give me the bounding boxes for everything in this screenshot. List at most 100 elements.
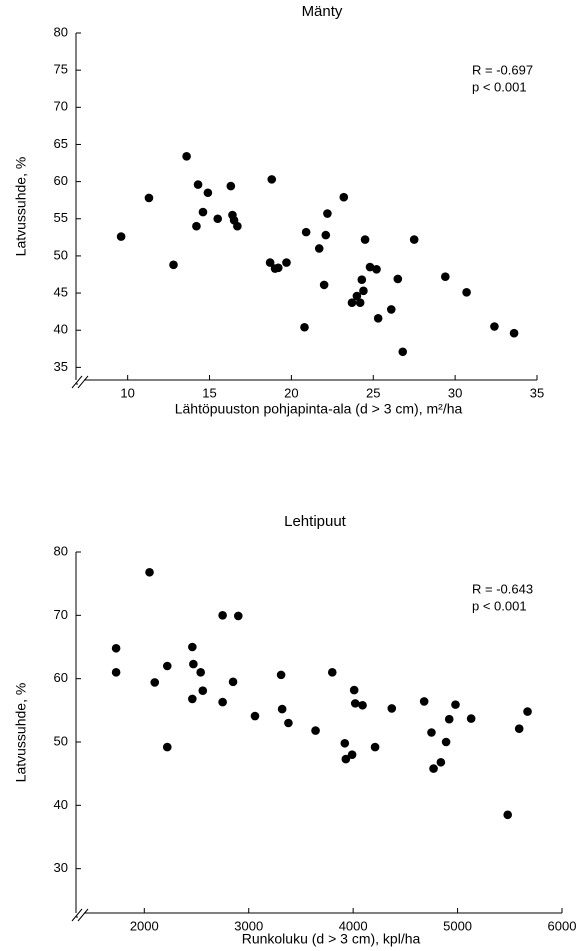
y-tick-label: 40: [54, 797, 68, 812]
scatter-point: [284, 718, 293, 728]
scatter-point: [490, 322, 499, 331]
scatter-point: [228, 677, 238, 687]
y-tick-label: 60: [54, 670, 68, 685]
x-tick-label: 5000: [443, 918, 472, 933]
scatter-point: [213, 214, 223, 224]
scatter-point: [182, 152, 191, 161]
scatter-point: [350, 699, 360, 708]
scatter-point: [150, 678, 160, 687]
y-tick-label: 60: [54, 173, 68, 188]
y-tick-label: 75: [54, 62, 68, 77]
scatter-point: [340, 738, 350, 748]
y-axis-label: Latvussuhde, %: [13, 683, 29, 783]
scatter-point: [451, 700, 460, 709]
scatter-point: [277, 704, 287, 714]
chart-title: Mänty: [302, 3, 343, 20]
axis-break: [71, 908, 90, 922]
scatter-point: [198, 686, 208, 695]
scatter-point: [503, 810, 512, 820]
x-axis-label: Lähtöpuuston pohjapinta-ala (d > 3 cm), …: [175, 401, 463, 417]
scatter-point: [273, 263, 283, 273]
scatter-point: [398, 347, 408, 357]
scatter-point: [250, 711, 260, 721]
scatter-point: [370, 742, 380, 752]
scatter-point: [144, 193, 154, 203]
scatter-point: [359, 286, 368, 296]
scatter-point: [188, 694, 197, 704]
x-tick-label: 2000: [130, 918, 159, 933]
x-tick-label: 15: [202, 385, 216, 400]
scatter-point: [387, 704, 397, 713]
scatter-point: [196, 668, 205, 677]
scatter-point: [441, 737, 451, 747]
scatter-point: [301, 227, 311, 237]
x-tick-label: 4000: [339, 918, 368, 933]
scatter-point: [282, 258, 291, 267]
x-tick-label: 20: [284, 385, 298, 400]
scatter-point: [462, 288, 471, 297]
x-axis-label: Runkoluku (d > 3 cm), kpl/ha: [242, 931, 421, 947]
scatter-point: [233, 221, 242, 231]
scatter-point: [372, 264, 381, 274]
scatter-point: [265, 258, 275, 267]
x-tick-label: 30: [448, 385, 462, 400]
scatter-point: [352, 291, 362, 301]
scatter-point: [169, 260, 178, 270]
scatter-point: [347, 750, 357, 759]
scatter-point: [386, 305, 396, 314]
scatter-point: [357, 275, 367, 284]
y-tick-label: 30: [54, 860, 68, 875]
annotation: p < 0.001: [472, 79, 527, 94]
scatter-point: [327, 668, 337, 677]
scatter-point: [393, 274, 403, 284]
scatter-point: [358, 700, 367, 710]
scatter-point: [111, 668, 121, 677]
y-tick-label: 55: [54, 210, 68, 225]
scatter-point: [373, 314, 383, 323]
scatter-point: [198, 207, 208, 217]
scatter-point: [436, 757, 446, 767]
scatter-point: [427, 728, 436, 737]
scatter-point: [514, 724, 524, 733]
y-tick-label: 80: [54, 24, 68, 39]
scatter-point: [319, 280, 329, 290]
scatter-point: [111, 643, 121, 653]
chart-title: Lehtipuut: [284, 513, 347, 530]
scatter-point: [444, 714, 454, 724]
scatter-point: [339, 192, 349, 202]
scatter-point: [365, 262, 375, 272]
y-tick-label: 70: [54, 607, 68, 622]
x-tick-label: 10: [120, 385, 134, 400]
y-tick-label: 40: [54, 322, 68, 337]
annotation: p < 0.001: [472, 598, 527, 613]
scatter-point: [441, 272, 450, 282]
scatter-point: [276, 670, 286, 680]
x-tick-label: 3000: [234, 918, 263, 933]
scatter-point: [233, 611, 243, 621]
scatter-point: [300, 322, 309, 332]
annotation: R = -0.697: [472, 62, 533, 77]
x-tick-label: 35: [530, 385, 544, 400]
axis-break: [71, 375, 90, 389]
scatter-point: [267, 175, 277, 184]
y-tick-label: 50: [54, 733, 68, 748]
scatter-point: [162, 742, 172, 752]
y-tick-label: 35: [54, 359, 68, 374]
y-tick-label: 45: [54, 285, 68, 300]
scatter-point: [192, 221, 201, 231]
scatter-point: [355, 298, 365, 308]
annotation: R = -0.643: [472, 581, 533, 596]
y-tick-label: 80: [54, 543, 68, 558]
scatter-point: [509, 328, 519, 338]
y-tick-label: 65: [54, 136, 68, 151]
scatter-point: [311, 726, 320, 735]
scatter-point: [523, 707, 532, 716]
scatter-point: [189, 659, 198, 669]
scatter-point: [429, 764, 438, 773]
scatter-point: [341, 754, 351, 764]
scatter-point: [409, 235, 419, 244]
scatter-point: [218, 697, 227, 707]
scatter-point: [321, 230, 331, 240]
x-tick-label: 25: [366, 385, 380, 400]
scatter-point: [188, 642, 197, 652]
